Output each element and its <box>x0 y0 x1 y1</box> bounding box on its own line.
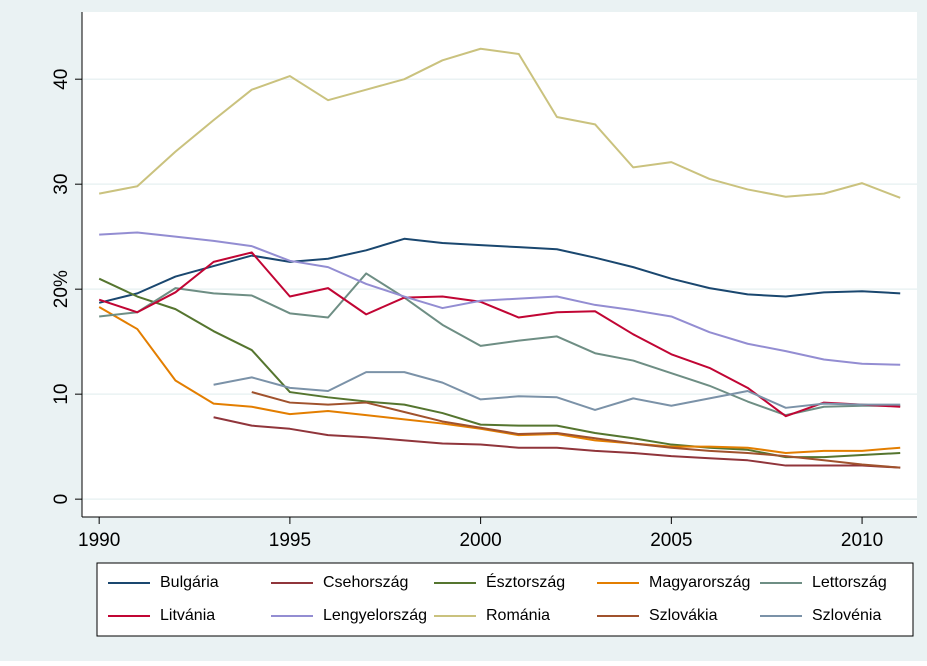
series-line <box>99 272 901 417</box>
legend-label: Szlovénia <box>812 607 881 624</box>
legend-label: Szlovákia <box>649 607 718 624</box>
series-line <box>99 231 901 366</box>
y-tick-label: 10 <box>51 384 72 405</box>
legend <box>96 562 914 637</box>
x-tick-label: 1995 <box>269 530 311 551</box>
y-tick-label: 40 <box>51 69 72 90</box>
series-line <box>98 277 901 459</box>
y-tick-label: 20% <box>51 270 72 308</box>
series-line <box>98 251 901 418</box>
legend-label: Lettország <box>812 574 887 591</box>
legend-label: Lengyelország <box>323 607 427 624</box>
legend-label: Csehország <box>323 574 408 591</box>
plot-area <box>82 12 917 517</box>
legend-label: Magyarország <box>649 574 750 591</box>
y-tick-label: 0 <box>51 494 72 505</box>
legend-label: Bulgária <box>160 574 219 591</box>
series-line <box>213 416 901 469</box>
legend-label: Litvánia <box>160 607 215 624</box>
series-line <box>98 47 901 199</box>
series-line <box>251 391 901 469</box>
x-tick-label: 1990 <box>78 530 120 551</box>
x-tick-label: 2005 <box>650 530 692 551</box>
legend-label: Észtország <box>486 572 565 591</box>
series-line <box>213 371 901 411</box>
legend-label: Románia <box>486 607 550 624</box>
y-tick-label: 30 <box>51 174 72 195</box>
series-line <box>98 306 901 454</box>
x-tick-label: 2010 <box>841 530 883 551</box>
series-line <box>98 237 901 304</box>
x-tick-label: 2000 <box>459 530 501 551</box>
